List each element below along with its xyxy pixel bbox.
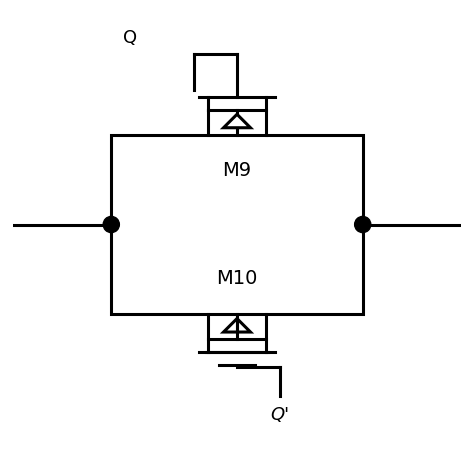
Text: M9: M9	[222, 161, 252, 180]
Circle shape	[355, 216, 371, 233]
Text: Q: Q	[122, 29, 137, 47]
Circle shape	[103, 216, 119, 233]
Bar	[111, 135, 363, 314]
Text: Q': Q'	[271, 406, 290, 424]
Text: M10: M10	[216, 269, 258, 288]
